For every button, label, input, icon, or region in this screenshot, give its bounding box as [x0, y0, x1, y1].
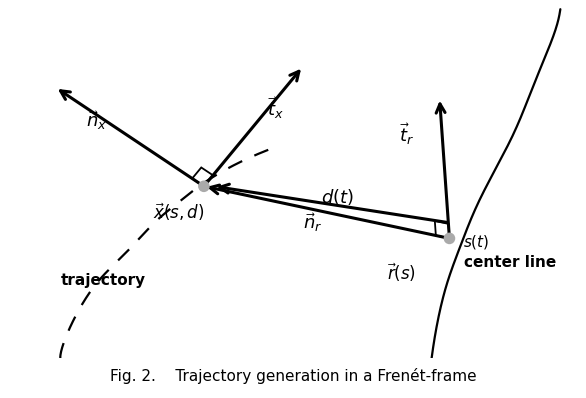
- Text: $s(t)$: $s(t)$: [464, 232, 490, 250]
- Text: $\vec{n}_r$: $\vec{n}_r$: [303, 211, 322, 234]
- Point: [199, 183, 209, 189]
- Text: $\vec{x}(s,d)$: $\vec{x}(s,d)$: [154, 202, 205, 223]
- Text: $\vec{n}_x$: $\vec{n}_x$: [86, 109, 108, 132]
- Text: center line: center line: [464, 255, 557, 270]
- Text: $d(t)$: $d(t)$: [321, 187, 354, 207]
- Text: trajectory: trajectory: [60, 273, 145, 288]
- Text: $\vec{r}(s)$: $\vec{r}(s)$: [387, 261, 417, 284]
- Text: Fig. 2.    Trajectory generation in a Frenét-frame: Fig. 2. Trajectory generation in a Frené…: [110, 368, 476, 384]
- Text: $\vec{t}_x$: $\vec{t}_x$: [267, 95, 284, 121]
- Point: [445, 235, 454, 242]
- Text: $\vec{t}_r$: $\vec{t}_r$: [399, 121, 414, 147]
